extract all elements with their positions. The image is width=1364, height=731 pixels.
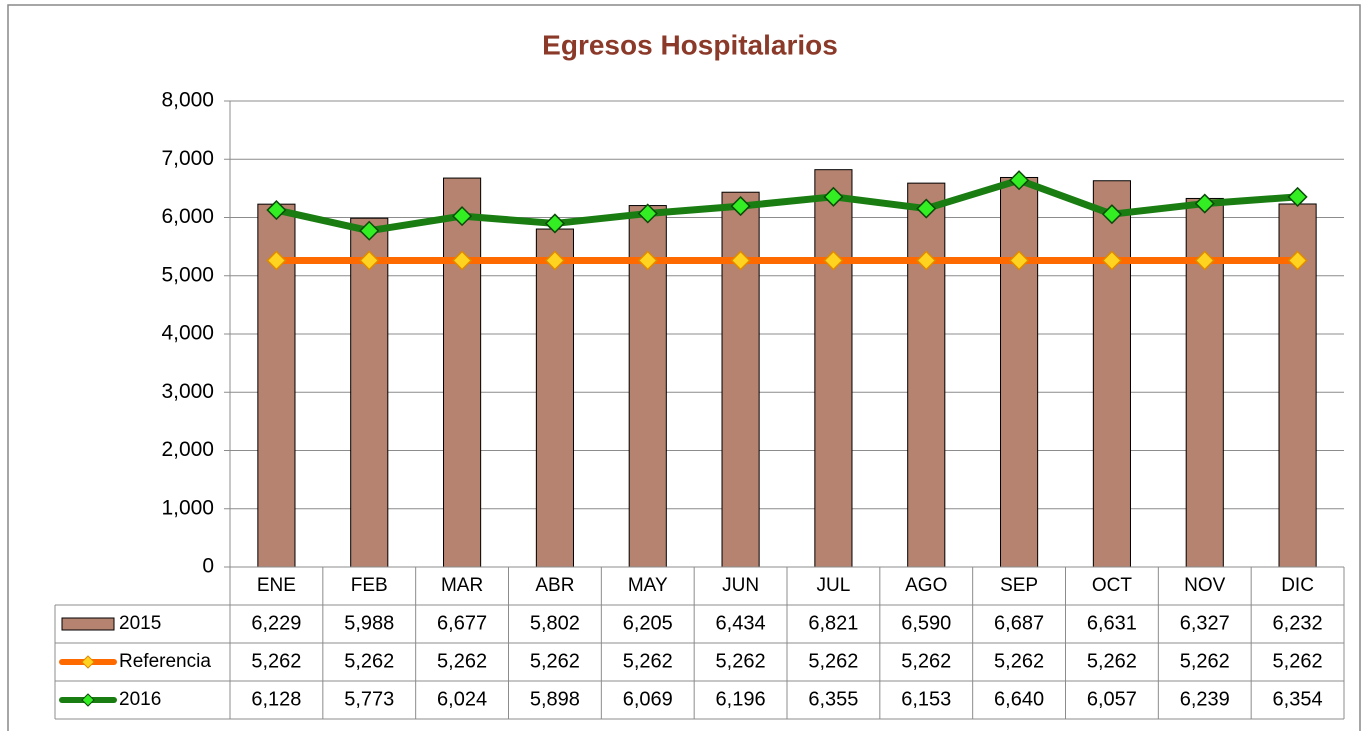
- marker: [823, 250, 844, 271]
- marker: [1287, 186, 1308, 207]
- table-value: 5,773: [344, 688, 394, 710]
- x-tick-label: JUN: [722, 575, 759, 596]
- table-value: 6,354: [1273, 688, 1323, 710]
- marker: [452, 206, 473, 227]
- table-value: 6,069: [623, 688, 673, 710]
- chart-border: [7, 4, 1361, 731]
- line: [275, 176, 1298, 235]
- table-value: 5,262: [994, 650, 1044, 672]
- marker: [916, 250, 937, 271]
- table-value: 5,988: [344, 612, 394, 634]
- x-tick-label: MAY: [628, 575, 668, 596]
- bar: [721, 191, 760, 568]
- legend-key: [81, 693, 95, 707]
- table-value: 5,262: [808, 650, 858, 672]
- marker: [1194, 193, 1215, 214]
- x-tick-label: ENE: [257, 575, 296, 596]
- bar: [443, 177, 482, 568]
- legend-label: 2016: [119, 689, 161, 710]
- y-tick-label: 8,000: [161, 89, 214, 112]
- marker: [359, 220, 380, 241]
- table-value: 6,687: [994, 612, 1044, 634]
- marker: [730, 196, 751, 217]
- marker: [452, 250, 473, 271]
- x-tick-label: JUL: [817, 575, 851, 596]
- legend-key: [81, 655, 95, 669]
- x-tick-label: DIC: [1281, 575, 1314, 596]
- x-tick-label: OCT: [1092, 575, 1133, 596]
- table-value: 6,153: [901, 688, 951, 710]
- chart-title: Egresos Hospitalarios: [542, 29, 838, 60]
- y-tick-label: 3,000: [161, 380, 214, 403]
- table-value: 5,262: [437, 650, 487, 672]
- table-value: 5,262: [901, 650, 951, 672]
- table-value: 6,239: [1180, 688, 1230, 710]
- table-value: 5,262: [344, 650, 394, 672]
- x-tick-label: ABR: [535, 575, 574, 596]
- y-tick-label: 6,000: [161, 205, 214, 228]
- table-value: 6,677: [437, 612, 487, 634]
- marker: [1009, 170, 1030, 191]
- table-value: 5,262: [251, 650, 301, 672]
- table-value: 6,057: [1087, 688, 1137, 710]
- table-value: 6,024: [437, 688, 487, 710]
- table-value: 5,262: [1180, 650, 1230, 672]
- table-value: 6,229: [251, 612, 301, 634]
- marker: [1194, 250, 1215, 271]
- x-tick-label: FEB: [351, 575, 388, 596]
- table-value: 5,802: [530, 612, 580, 634]
- marker: [544, 213, 565, 234]
- table-value: 6,355: [808, 688, 858, 710]
- table-value: 6,434: [716, 612, 766, 634]
- marker: [730, 250, 751, 271]
- marker: [1287, 250, 1308, 271]
- table-value: 6,232: [1273, 612, 1323, 634]
- table-value: 6,327: [1180, 612, 1230, 634]
- marker: [637, 250, 658, 271]
- marker: [359, 250, 380, 271]
- table-value: 5,262: [1087, 650, 1137, 672]
- table-value: 5,898: [530, 688, 580, 710]
- bar: [814, 169, 853, 568]
- table-value: 5,262: [530, 650, 580, 672]
- y-tick-label: 5,000: [161, 263, 214, 286]
- table-value: 6,640: [994, 688, 1044, 710]
- x-tick-label: AGO: [905, 575, 947, 596]
- table-value: 6,196: [716, 688, 766, 710]
- y-tick-label: 1,000: [161, 496, 214, 519]
- y-tick-label: 4,000: [161, 322, 214, 345]
- legend-label: 2015: [119, 613, 161, 634]
- bar: [350, 217, 389, 568]
- x-tick-label: NOV: [1184, 575, 1226, 596]
- table-value: 6,821: [808, 612, 858, 634]
- table-value: 6,205: [623, 612, 673, 634]
- marker: [916, 198, 937, 219]
- bar: [1092, 180, 1131, 568]
- y-tick-label: 7,000: [161, 147, 214, 170]
- legend-label: Referencia: [119, 651, 211, 672]
- bar: [535, 228, 574, 568]
- bar: [1000, 176, 1039, 568]
- marker: [1101, 250, 1122, 271]
- table-value: 6,128: [251, 688, 301, 710]
- marker: [637, 203, 658, 224]
- marker: [1101, 204, 1122, 225]
- legend-key: [61, 617, 115, 631]
- marker: [823, 186, 844, 207]
- table-value: 5,262: [1273, 650, 1323, 672]
- bar: [907, 182, 946, 568]
- y-tick-label: 0: [202, 555, 214, 578]
- x-tick-label: SEP: [1000, 575, 1038, 596]
- table-value: 6,631: [1087, 612, 1137, 634]
- marker: [544, 250, 565, 271]
- table-value: 6,590: [901, 612, 951, 634]
- x-tick-label: MAR: [441, 575, 483, 596]
- table-value: 5,262: [716, 650, 766, 672]
- marker: [266, 250, 287, 271]
- marker: [266, 199, 287, 221]
- table-value: 5,262: [623, 650, 673, 672]
- marker: [1009, 250, 1030, 271]
- y-tick-label: 2,000: [161, 438, 214, 461]
